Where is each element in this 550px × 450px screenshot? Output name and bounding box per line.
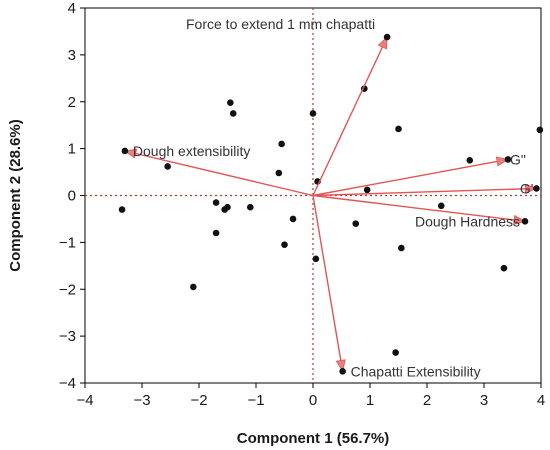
x-tick-label: 4 <box>537 392 545 409</box>
x-tick-label: −2 <box>190 392 207 409</box>
score-point <box>309 110 317 117</box>
y-tick-label: 2 <box>68 94 76 111</box>
loading-vectors <box>121 33 540 375</box>
score-point <box>500 264 508 272</box>
score-point <box>227 99 234 106</box>
score-point <box>536 126 544 134</box>
zero-lines <box>85 8 541 383</box>
loading-endpoint <box>339 367 346 375</box>
score-point <box>118 206 126 213</box>
loading-label: G" <box>510 151 526 167</box>
loading-endpoint <box>121 147 129 155</box>
score-point <box>247 203 254 211</box>
y-tick-label: −3 <box>59 328 76 345</box>
loading-vector <box>124 150 314 197</box>
score-point <box>212 229 220 237</box>
loading-endpoint <box>521 217 529 225</box>
score-point <box>281 241 288 249</box>
loading-endpoint <box>504 156 512 163</box>
loading-label: Chapatti Extensibility <box>351 363 481 379</box>
y-tick-label: 4 <box>68 0 76 17</box>
y-tick-label: 3 <box>68 47 76 64</box>
loading-labels: Force to extend 1 mm chapatti Dough exten… <box>133 16 534 379</box>
x-axis-label: Component 1 (56.7%) <box>237 430 390 447</box>
score-point <box>275 169 283 177</box>
loading-label: Force to extend 1 mm chapatti <box>186 16 375 32</box>
y-axis-ticks: 4 3 2 1 0 −1 −2 −3 −4 <box>59 0 85 392</box>
loading-vector <box>312 36 388 196</box>
loading-vector <box>312 195 344 372</box>
x-axis-ticks: −4 −3 −2 −1 0 1 2 3 4 <box>76 383 545 409</box>
loading-arrowhead <box>377 36 388 50</box>
score-point <box>289 215 297 223</box>
x-tick-label: 2 <box>423 392 431 409</box>
x-tick-label: 0 <box>309 392 317 409</box>
y-tick-label: 1 <box>68 141 76 158</box>
loading-vector <box>312 187 537 197</box>
score-point <box>212 199 220 206</box>
score-point <box>398 244 405 252</box>
loading-label: Dough extensibility <box>133 143 251 159</box>
loading-label: Dough Hardness <box>415 213 520 229</box>
score-point <box>229 110 237 117</box>
loading-endpoint <box>533 185 540 192</box>
score-point <box>312 255 320 263</box>
x-tick-label: 3 <box>480 392 488 409</box>
score-point <box>392 349 399 356</box>
y-tick-label: 0 <box>68 188 76 205</box>
loading-vector <box>312 158 509 197</box>
score-points <box>118 85 544 356</box>
y-tick-label: −4 <box>59 375 76 392</box>
loading-label: G' <box>520 180 534 196</box>
score-point <box>363 186 371 194</box>
loading-endpoint <box>383 33 391 41</box>
score-point <box>466 157 474 164</box>
score-point <box>352 220 360 227</box>
score-point <box>164 163 171 170</box>
loading-vector <box>312 194 526 222</box>
y-tick-label: −2 <box>59 281 76 298</box>
score-point <box>278 140 285 148</box>
loading-arrowhead <box>524 183 538 194</box>
x-tick-label: −4 <box>76 392 93 409</box>
x-tick-label: −3 <box>133 392 150 409</box>
score-point <box>224 203 231 211</box>
y-tick-label: −1 <box>59 234 76 251</box>
y-axis-label: Component 2 (28.6%) <box>7 119 24 272</box>
loading-arrowhead <box>513 214 527 225</box>
x-tick-label: 1 <box>366 392 374 409</box>
score-point <box>395 125 402 133</box>
x-tick-label: −1 <box>247 392 264 409</box>
score-point <box>437 202 445 210</box>
score-point <box>190 283 197 291</box>
